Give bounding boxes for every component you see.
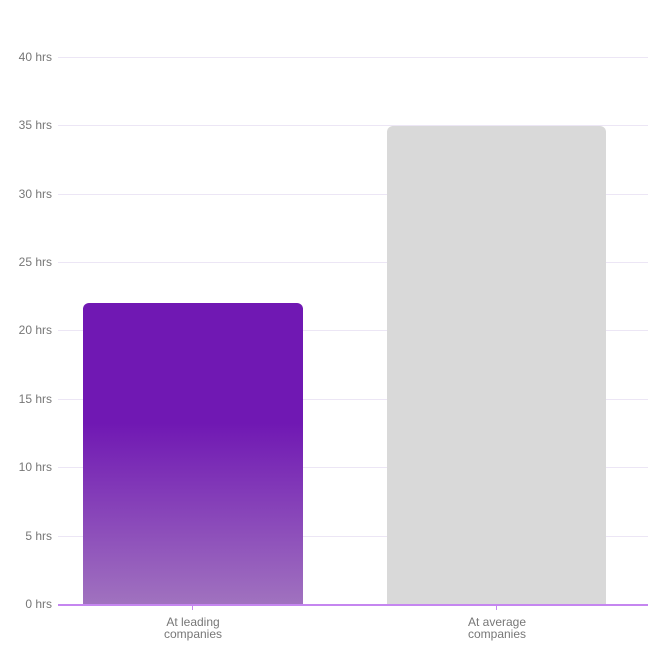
- y-tick-label: 40 hrs: [18, 50, 52, 64]
- y-tick-label: 35 hrs: [18, 118, 52, 132]
- bar-average-companies: [387, 126, 606, 604]
- y-tick-label: 10 hrs: [18, 460, 52, 474]
- label-line: companies: [467, 627, 527, 641]
- y-tick-label: 20 hrs: [18, 323, 52, 337]
- gridline-30: [58, 194, 648, 195]
- y-tick-label: 25 hrs: [18, 255, 52, 269]
- bar-leading-companies: [83, 303, 303, 604]
- x-axis-line: [58, 604, 648, 606]
- x-category-label-leading: At leading companies: [113, 616, 273, 640]
- y-tick-label: 0 hrs: [25, 597, 52, 611]
- gridline-25: [58, 262, 648, 263]
- gridline-40: [58, 57, 648, 58]
- gridline-15: [58, 399, 648, 400]
- label-line: At leading: [166, 615, 220, 629]
- x-tick-mark: [192, 606, 193, 610]
- y-tick-label: 15 hrs: [18, 392, 52, 406]
- gridline-20: [58, 330, 648, 331]
- x-tick-mark: [496, 606, 497, 610]
- x-category-label-average: At average companies: [417, 616, 577, 640]
- gridline-10: [58, 467, 648, 468]
- gridline-35: [58, 125, 648, 126]
- y-tick-label: 30 hrs: [18, 187, 52, 201]
- label-line: At average: [467, 615, 527, 629]
- label-line: companies: [163, 627, 223, 641]
- gridline-5: [58, 536, 648, 537]
- y-tick-label: 5 hrs: [25, 529, 52, 543]
